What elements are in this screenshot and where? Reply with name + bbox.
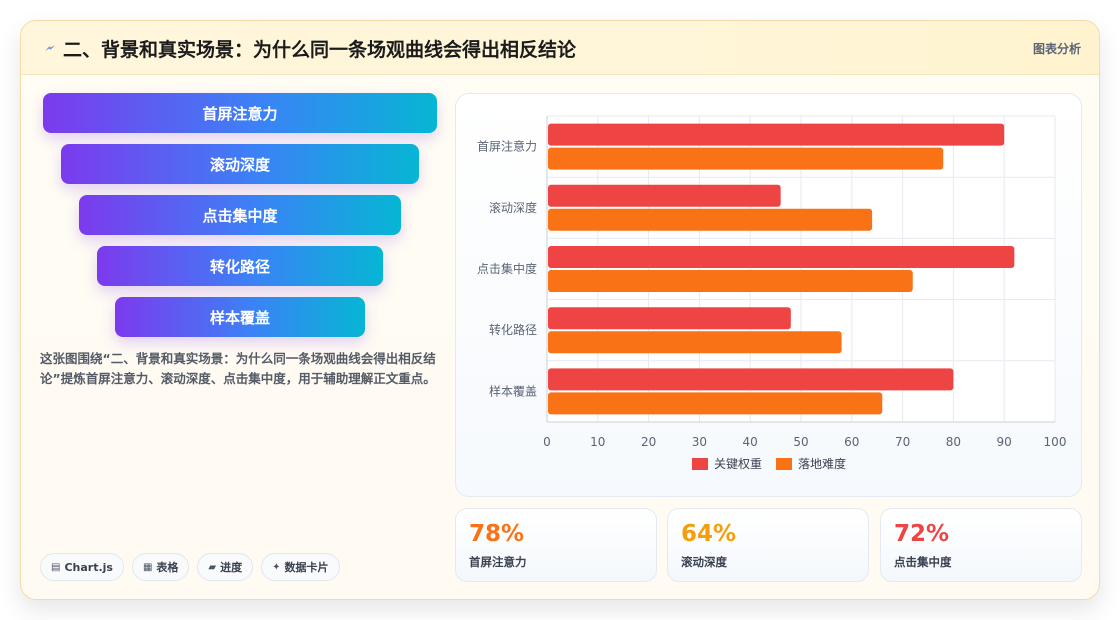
chip-label: 表格 — [156, 561, 179, 574]
chip-data-card[interactable]: ✦ 数据卡片 — [261, 553, 340, 581]
card-header: 二、背景和真实场景：为什么同一条场观曲线会得出相反结论 图表分析 — [21, 21, 1099, 75]
legend-label: 落地难度 — [798, 456, 846, 471]
tech-chips: ▤ Chart.js ▦ 表格 ▰ 进度 ✦ 数据卡片 — [40, 553, 340, 581]
bar — [548, 208, 873, 231]
x-tick-label: 30 — [692, 435, 707, 449]
stat-label: 滚动深度 — [681, 555, 727, 569]
x-tick-label: 50 — [793, 435, 808, 449]
chip-chartjs[interactable]: ▤ Chart.js — [40, 553, 124, 581]
x-tick-label: 90 — [997, 435, 1012, 449]
funnel-step-label: 点击集中度 — [202, 206, 278, 225]
bar — [548, 123, 1005, 146]
chart-analysis-tag: 图表分析 — [1032, 42, 1081, 56]
stat-label: 点击集中度 — [894, 555, 952, 569]
bar — [548, 270, 913, 292]
x-tick-label: 70 — [895, 435, 910, 449]
page-title: 二、背景和真实场景：为什么同一条场观曲线会得出相反结论 — [63, 39, 577, 61]
chip-table[interactable]: ▦ 表格 — [131, 553, 190, 581]
chip-progress[interactable]: ▰ 进度 — [197, 553, 254, 581]
x-tick-label: 10 — [590, 435, 605, 449]
y-tick-label: 点击集中度 — [477, 261, 537, 276]
chip-label: Chart.js — [64, 560, 113, 574]
lightning-icon — [45, 45, 55, 51]
stat-card: 72% 点击集中度 — [880, 508, 1082, 582]
funnel-step: 样本覆盖 — [115, 297, 365, 337]
stat-label: 首屏注意力 — [469, 555, 527, 569]
funnel-step-label: 滚动深度 — [209, 155, 270, 174]
main-card: 二、背景和真实场景：为什么同一条场观曲线会得出相反结论 图表分析 首屏注意力 滚… — [20, 20, 1100, 600]
bar-chart: 0 10 20 30 40 50 60 70 80 90 100 首屏注意力滚动深度点击集中度转化路径… — [477, 115, 1067, 471]
legend-swatch — [692, 458, 708, 470]
x-tick-label: 20 — [641, 435, 656, 449]
chart-panel: 0 10 20 30 40 50 60 70 80 90 100 首屏注意力滚动深度点击集中度转化路径… — [455, 93, 1082, 497]
stat-card: 64% 滚动深度 — [667, 508, 869, 582]
chip-label: 数据卡片 — [284, 561, 329, 574]
x-tick-label: 60 — [844, 435, 859, 449]
table-icon: ▦ — [142, 561, 153, 573]
x-tick-label: 40 — [743, 435, 758, 449]
stat-value: 72% — [894, 521, 950, 547]
funnel-step-label: 首屏注意力 — [202, 104, 278, 123]
bar — [548, 246, 1015, 268]
funnel-step-label: 样本覆盖 — [209, 308, 270, 327]
bar — [548, 331, 842, 354]
chip-label: 进度 — [220, 561, 243, 574]
chart-icon: ▤ — [51, 561, 61, 573]
x-tick-label: 0 — [543, 435, 551, 449]
x-tick-label: 100 — [1044, 435, 1067, 449]
stat-value: 78% — [469, 521, 525, 547]
chart-description: 这张图围绕“二、背景和真实场景：为什么同一条场观曲线会得出相反结论”提炼首屏注意… — [40, 351, 436, 386]
x-tick-label: 80 — [946, 435, 961, 449]
funnel-step: 转化路径 — [97, 246, 383, 286]
y-tick-label: 首屏注意力 — [477, 139, 537, 154]
funnel-step: 滚动深度 — [61, 144, 419, 184]
legend-label: 关键权重 — [714, 457, 762, 471]
progress-icon: ▰ — [208, 561, 217, 573]
y-tick-label: 样本覆盖 — [489, 383, 537, 398]
bar — [548, 184, 781, 207]
funnel-step-label: 转化路径 — [209, 257, 270, 276]
bar — [548, 307, 791, 330]
bar — [548, 368, 954, 391]
bar — [548, 147, 944, 170]
stat-card: 78% 首屏注意力 — [455, 508, 657, 582]
legend-swatch — [776, 458, 792, 470]
bar — [548, 392, 883, 415]
y-tick-label: 滚动深度 — [489, 200, 537, 215]
funnel-step: 首屏注意力 — [43, 93, 437, 133]
y-tick-label: 转化路径 — [489, 322, 537, 337]
sparkle-icon: ✦ — [272, 561, 281, 573]
stat-value: 64% — [681, 521, 737, 547]
funnel-step: 点击集中度 — [79, 195, 401, 235]
